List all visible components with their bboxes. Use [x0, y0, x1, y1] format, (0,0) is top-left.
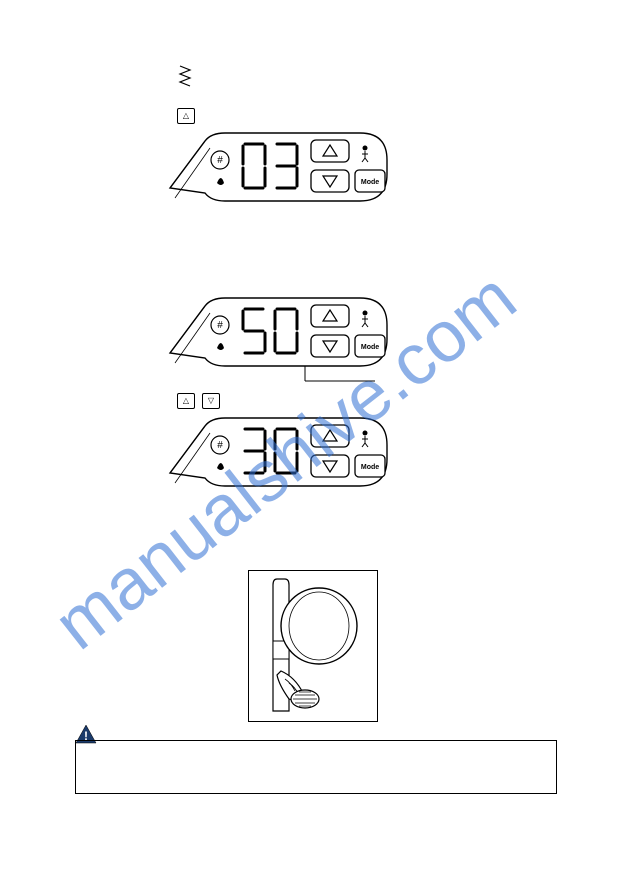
- mode-button-label: Mode: [361, 179, 379, 186]
- product-figure: [248, 570, 378, 722]
- down-button[interactable]: [311, 455, 349, 477]
- control-panel: #: [165, 293, 395, 398]
- up-button[interactable]: [311, 140, 349, 162]
- person-icon: [363, 146, 368, 151]
- hash-icon: #: [217, 320, 223, 331]
- control-panel: #: [165, 413, 395, 496]
- person-icon: [363, 311, 368, 316]
- mode-button-label: Mode: [361, 464, 379, 471]
- caution-box: [75, 740, 557, 794]
- mode-button-label: Mode: [361, 344, 379, 351]
- up-button[interactable]: [311, 305, 349, 327]
- arrow-up-box: △: [177, 108, 195, 124]
- down-button[interactable]: [311, 170, 349, 192]
- hash-icon: #: [217, 155, 223, 166]
- person-icon: [363, 431, 368, 436]
- up-button[interactable]: [311, 425, 349, 447]
- down-button[interactable]: [311, 335, 349, 357]
- control-panel: #: [165, 128, 395, 211]
- hash-icon: #: [217, 440, 223, 451]
- heating-element-icon: [177, 64, 195, 90]
